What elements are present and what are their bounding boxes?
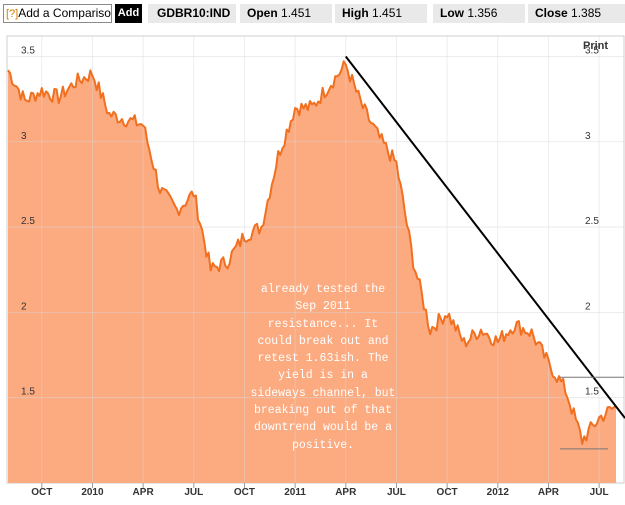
y-tick-label-left: 2	[21, 301, 27, 312]
low-label: Low	[440, 6, 464, 20]
y-tick-label-right: 3.5	[585, 45, 599, 56]
toolbar: [?]Add a Comparison Add GDBR10:IND Open …	[0, 0, 625, 28]
x-tick-label: APR	[538, 487, 560, 498]
x-tick-label: 2011	[284, 487, 306, 498]
y-tick-label-right: 1.5	[585, 387, 599, 398]
y-tick-label-left: 3	[21, 131, 27, 142]
low-value: 1.356	[467, 6, 498, 20]
open-stat: Open 1.451	[240, 4, 332, 23]
x-tick-label: APR	[335, 487, 357, 498]
open-value: 1.451	[281, 6, 312, 20]
x-tick-label: 2010	[81, 487, 104, 498]
high-value: 1.451	[372, 6, 403, 20]
annotation-text: already tested the Sep 2011 resistance..…	[250, 283, 396, 452]
high-label: High	[342, 6, 369, 20]
series-line	[7, 60, 617, 445]
y-tick-label-left: 1.5	[21, 387, 35, 398]
x-tick-label: 2012	[487, 487, 510, 498]
print-link[interactable]: Print	[583, 40, 609, 52]
x-tick-label: JUL	[387, 487, 406, 498]
trendline	[344, 55, 625, 419]
close-label: Close	[535, 6, 568, 20]
close-value: 1.385	[571, 6, 602, 20]
comparison-label: Add a Comparison	[18, 6, 112, 20]
y-tick-label-left: 2.5	[21, 216, 35, 227]
y-tick-label-right: 2.5	[585, 216, 599, 227]
y-tick-label-left: 3.5	[21, 45, 35, 56]
x-tick-label: OCT	[31, 487, 52, 498]
low-stat: Low 1.356	[433, 4, 525, 23]
close-stat: Close 1.385	[528, 4, 625, 23]
x-tick-label: OCT	[234, 487, 255, 498]
add-comparison-input[interactable]: [?]Add a Comparison	[3, 4, 112, 23]
y-tick-label-right: 3	[585, 131, 591, 142]
x-tick-label: JUL	[590, 487, 609, 498]
help-icon[interactable]: [?]	[6, 8, 19, 20]
series-area	[8, 61, 616, 484]
y-tick-label-right: 2	[585, 301, 591, 312]
ticker-symbol: GDBR10:IND	[148, 4, 236, 23]
add-button[interactable]: Add	[115, 4, 142, 23]
x-tick-label: JUL	[184, 487, 203, 498]
high-stat: High 1.451	[335, 4, 427, 23]
x-tick-label: APR	[133, 487, 155, 498]
open-label: Open	[247, 6, 278, 20]
x-tick-label: OCT	[437, 487, 458, 498]
